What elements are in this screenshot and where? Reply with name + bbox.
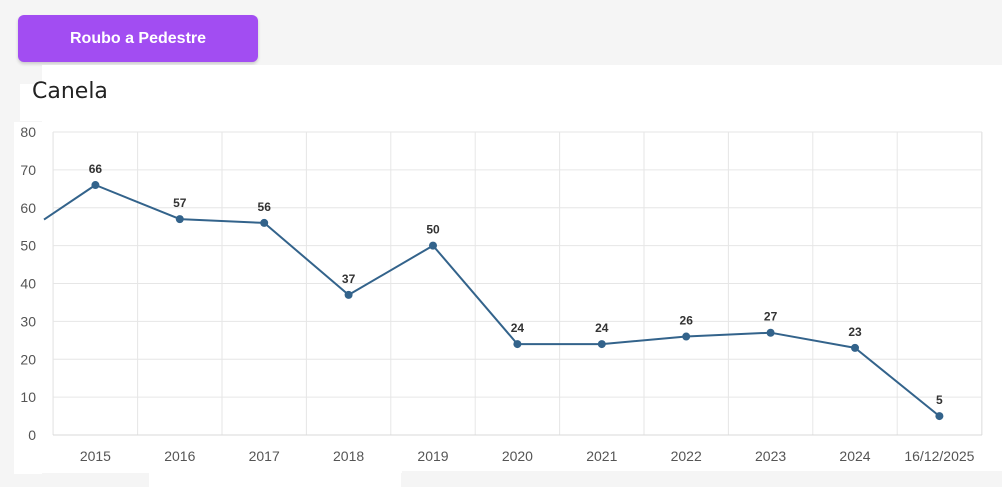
series-line — [43, 184, 941, 417]
x-tick-label: 2015 — [80, 448, 111, 464]
title-block — [20, 84, 148, 121]
x-tick-label: 2019 — [417, 448, 448, 464]
data-label: 24 — [511, 321, 525, 335]
y-tick-label: 30 — [20, 313, 36, 329]
x-tick-label: 16/12/2025 — [904, 448, 974, 464]
x-tick-label: 2020 — [502, 448, 533, 464]
data-label: 23 — [848, 325, 862, 339]
data-label: 5 — [936, 393, 943, 407]
label-layer: 66 57 56 37 50 24 24 26 27 23 5 — [89, 162, 943, 407]
data-point — [91, 181, 100, 190]
data-label: 56 — [258, 200, 272, 214]
data-point — [935, 412, 944, 421]
y-tick-label: 0 — [28, 427, 36, 443]
data-point — [682, 332, 691, 341]
bottom-background — [402, 471, 1002, 487]
x-tick-label: 2022 — [671, 448, 702, 464]
y-tick-label: 20 — [20, 351, 36, 367]
x-tick-label: 2018 — [333, 448, 364, 464]
data-point — [260, 218, 269, 227]
point-layer — [91, 181, 944, 421]
x-tick-label: 2021 — [586, 448, 617, 464]
data-point — [175, 215, 184, 224]
data-label: 37 — [342, 272, 356, 286]
data-point — [766, 328, 775, 337]
data-point — [851, 343, 859, 352]
data-label: 24 — [595, 321, 609, 335]
y-tick-label: 10 — [20, 389, 36, 405]
data-point — [429, 241, 437, 250]
grid-layer — [52, 131, 983, 436]
line-layer — [43, 184, 941, 417]
data-label: 66 — [89, 162, 103, 176]
data-label: 50 — [426, 223, 440, 237]
bottom-panel-strip — [149, 471, 401, 487]
chart-panel — [42, 65, 1002, 473]
data-label: 57 — [173, 196, 187, 210]
data-point — [344, 290, 353, 299]
y-tick-label: 40 — [20, 276, 36, 292]
y-tick-label: 70 — [20, 162, 36, 178]
chart-left-margin — [14, 122, 42, 474]
y-tick-label: 50 — [20, 238, 36, 254]
axis-layer: 0 10 20 30 40 50 60 70 80 2015 2016 2017 2018 2019 202… — [20, 124, 982, 464]
y-tick-label: 80 — [20, 124, 36, 140]
x-tick-label: 2023 — [755, 448, 786, 464]
data-label: 27 — [764, 310, 778, 324]
x-tick-label: 2016 — [164, 448, 195, 464]
y-tick-label: 60 — [20, 200, 36, 216]
data-point — [597, 340, 606, 349]
crime-type-button[interactable]: Roubo a Pedestre — [18, 15, 258, 62]
data-label: 26 — [680, 314, 694, 328]
data-point — [513, 340, 522, 349]
x-tick-label: 2024 — [839, 448, 870, 464]
chart-title: Canela — [32, 79, 108, 104]
x-tick-label: 2017 — [249, 448, 280, 464]
